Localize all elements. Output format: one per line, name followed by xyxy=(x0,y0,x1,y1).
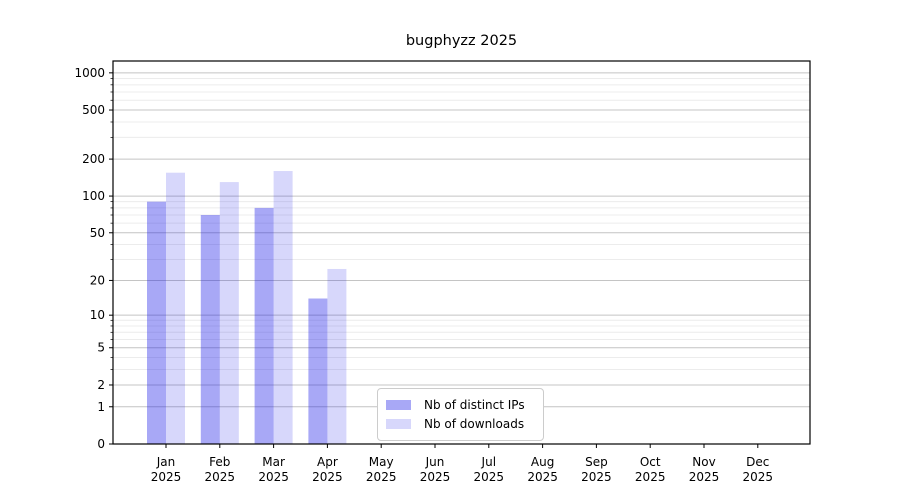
x-tick-label-year: 2025 xyxy=(312,470,343,484)
x-tick-label-year: 2025 xyxy=(366,470,397,484)
y-tick-label: 10 xyxy=(90,308,105,322)
y-tick-label: 1 xyxy=(97,400,105,414)
x-tick-label-month: Jul xyxy=(481,455,496,469)
x-tick-label-year: 2025 xyxy=(689,470,720,484)
y-tick-label: 200 xyxy=(82,152,105,166)
bar-nb-of-downloads-apr-2025 xyxy=(327,268,347,444)
x-tick-label-year: 2025 xyxy=(527,470,558,484)
x-tick-label-year: 2025 xyxy=(258,470,289,484)
x-tick-label-month: Dec xyxy=(746,455,769,469)
x-tick-label-month: Feb xyxy=(209,455,230,469)
y-tick-label: 20 xyxy=(90,273,105,287)
x-axis: Jan2025Feb2025Mar2025Apr2025May2025Jun20… xyxy=(151,444,773,484)
x-tick-label-year: 2025 xyxy=(635,470,666,484)
x-tick-label-year: 2025 xyxy=(151,470,182,484)
minor-gridlines xyxy=(113,78,810,371)
x-tick-label-month: Mar xyxy=(262,455,285,469)
y-tick-label: 50 xyxy=(90,226,105,240)
bar-nb-of-downloads-feb-2025 xyxy=(219,182,239,444)
y-tick-label: 100 xyxy=(82,189,105,203)
plot-border xyxy=(112,60,811,445)
bar-nb-of-distinct-ips-apr-2025 xyxy=(308,298,328,444)
x-tick-label-month: May xyxy=(369,455,394,469)
bar-nb-of-distinct-ips-feb-2025 xyxy=(200,214,220,444)
x-tick-label-month: Jun xyxy=(425,455,445,469)
y-axis: 0 1 2 5 10 20 50 100 200 500 1000 xyxy=(74,66,113,451)
legend-item-distinct-ips: Nb of distinct IPs xyxy=(378,398,543,412)
legend-item-downloads: Nb of downloads xyxy=(378,417,543,431)
chart-title: bugphyzz 2025 xyxy=(405,33,518,49)
x-tick-label-year: 2025 xyxy=(205,470,236,484)
x-tick-label-year: 2025 xyxy=(743,470,774,484)
legend-swatch-downloads xyxy=(386,419,411,429)
bars xyxy=(147,171,347,445)
x-tick-label-year: 2025 xyxy=(420,470,451,484)
x-tick-label-month: Sep xyxy=(585,455,608,469)
x-tick-label-month: Jan xyxy=(156,455,176,469)
legend: Nb of distinct IPs Nb of downloads xyxy=(377,388,544,441)
y-tick-label: 5 xyxy=(97,341,105,355)
x-tick-label-month: Aug xyxy=(531,455,554,469)
legend-swatch-distinct-ips xyxy=(386,400,411,410)
bar-nb-of-downloads-mar-2025 xyxy=(273,171,293,445)
legend-label-distinct-ips: Nb of distinct IPs xyxy=(424,398,525,412)
y-tick-label: 1000 xyxy=(74,66,105,80)
y-tick-label: 0 xyxy=(97,437,105,451)
bar-nb-of-distinct-ips-jan-2025 xyxy=(147,201,166,444)
y-tick-label: 2 xyxy=(97,378,105,392)
bar-nb-of-distinct-ips-mar-2025 xyxy=(254,207,274,444)
x-tick-label-year: 2025 xyxy=(474,470,505,484)
legend-label-downloads: Nb of downloads xyxy=(424,417,525,431)
x-tick-label-month: Nov xyxy=(692,455,715,469)
x-tick-label-year: 2025 xyxy=(581,470,612,484)
y-tick-label: 500 xyxy=(82,103,105,117)
x-tick-label-month: Oct xyxy=(640,455,661,469)
x-tick-label-month: Apr xyxy=(317,455,338,469)
bar-nb-of-downloads-jan-2025 xyxy=(166,172,185,444)
